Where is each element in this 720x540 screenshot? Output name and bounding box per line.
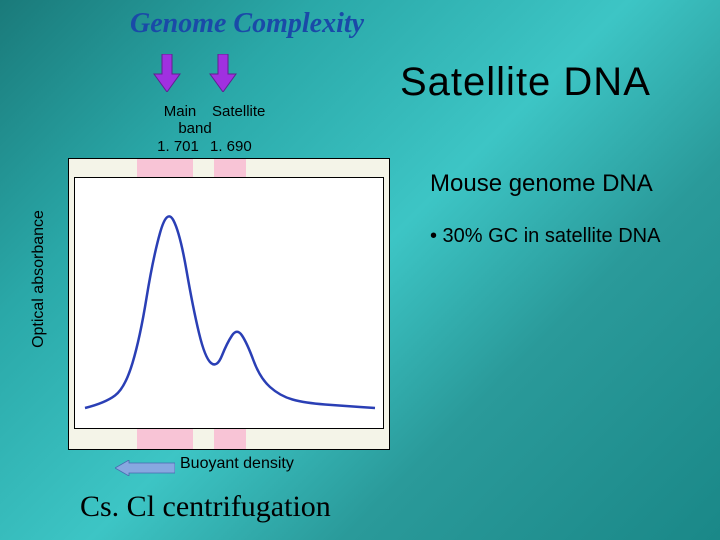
plot-inner-frame: [74, 177, 384, 429]
bullet-gc-content: • 30% GC in satellite DNA: [430, 225, 660, 248]
arrow-down-icon: [208, 54, 238, 92]
legend-density-main: 1. 701: [148, 138, 208, 155]
legend-density-sat: 1. 690: [210, 138, 270, 155]
plot-outer-frame: [68, 158, 390, 450]
legend-satellite-label: Satellite: [212, 103, 292, 120]
arrow-down-icon: [152, 54, 182, 92]
slide-title: Genome Complexity: [130, 8, 364, 40]
heading-satellite-dna: Satellite DNA: [400, 60, 651, 105]
caption-cscl: Cs. Cl centrifugation: [80, 490, 331, 524]
subheading-mouse-genome: Mouse genome DNA: [430, 170, 653, 198]
y-axis-label: Optical absorbance: [30, 210, 48, 348]
absorbance-curve: [75, 178, 383, 428]
arrow-left-icon: [115, 460, 175, 476]
legend-main-label: Main: [150, 103, 210, 120]
density-chart: Main Satellite band 1. 701 1. 690 Optica…: [30, 100, 395, 490]
legend-band-label: band: [150, 120, 240, 137]
x-axis-label: Buoyant density: [180, 455, 294, 473]
